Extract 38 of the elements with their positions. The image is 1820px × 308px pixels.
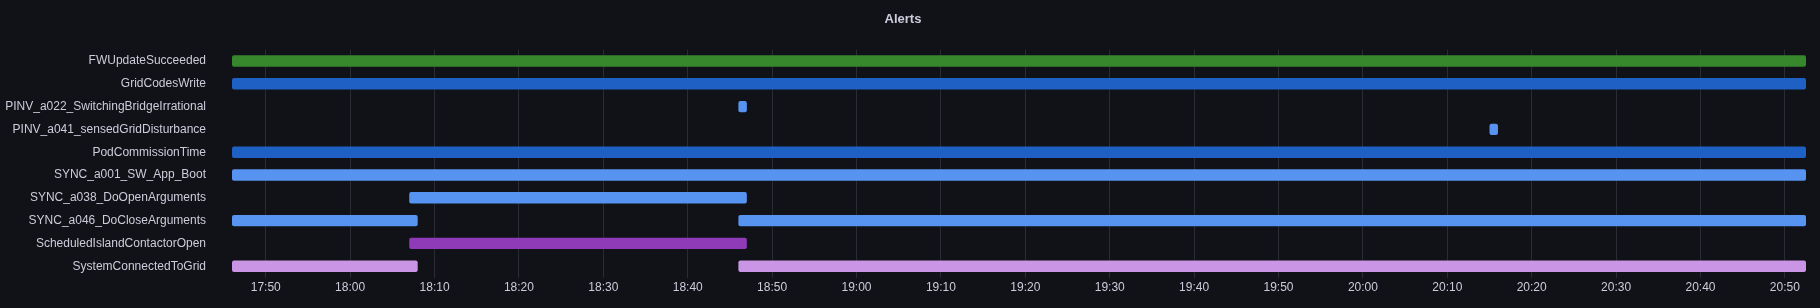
x-tick-label: 20:50 <box>1769 280 1801 295</box>
bar <box>409 237 747 250</box>
y-tick-label: GridCodesWrite <box>120 76 207 91</box>
chart-title: Alerts <box>884 11 922 27</box>
y-tick-label: SYNC_a001_SW_App_Boot <box>53 167 207 182</box>
x-tick-label: 18:00 <box>335 280 366 295</box>
y-tick-label: SYNC_a038_DoOpenArguments <box>29 190 206 205</box>
x-tick-label: 18:30 <box>588 280 619 295</box>
x-tick-label: 20:10 <box>1432 280 1463 295</box>
x-tick-label: 17:50 <box>250 280 282 295</box>
bar <box>738 260 1806 272</box>
y-tick-label: FWUpdateSucceeded <box>88 53 206 68</box>
bar <box>232 169 1806 181</box>
y-tick-label: ScheduledIslandContactorOpen <box>35 235 206 250</box>
x-tick-label: 18:40 <box>672 280 704 295</box>
y-tick-label: PINV_a041_sensedGridDisturbance <box>12 121 207 136</box>
y-tick-label: PINV_a022_SwitchingBridgeIrrational <box>5 98 206 113</box>
y-tick-label: SYNC_a046_DoCloseArguments <box>28 212 206 227</box>
y-tick-label: SystemConnectedToGrid <box>72 258 206 273</box>
bar <box>232 55 1806 67</box>
bar <box>409 192 747 204</box>
x-tick-label: 20:40 <box>1685 280 1716 295</box>
x-tick-label: 19:50 <box>1263 280 1294 295</box>
y-tick-label: PodCommissionTime <box>92 144 207 159</box>
bar <box>232 78 1806 90</box>
x-tick-label: 19:10 <box>925 280 957 295</box>
x-tick-label: 19:00 <box>841 280 872 295</box>
x-tick-label: 20:00 <box>1347 280 1379 295</box>
x-tick-label: 19:30 <box>1094 280 1126 295</box>
x-tick-label: 18:10 <box>419 280 450 295</box>
bar <box>232 214 418 227</box>
x-tick-label: 19:20 <box>1010 280 1041 295</box>
x-tick-label: 18:20 <box>503 280 535 295</box>
x-tick-label: 18:50 <box>757 280 788 295</box>
x-tick-label: 19:40 <box>1179 280 1210 295</box>
x-tick-label: 20:20 <box>1516 280 1548 295</box>
bar <box>232 146 1806 158</box>
x-tick-label: 20:30 <box>1601 280 1632 295</box>
